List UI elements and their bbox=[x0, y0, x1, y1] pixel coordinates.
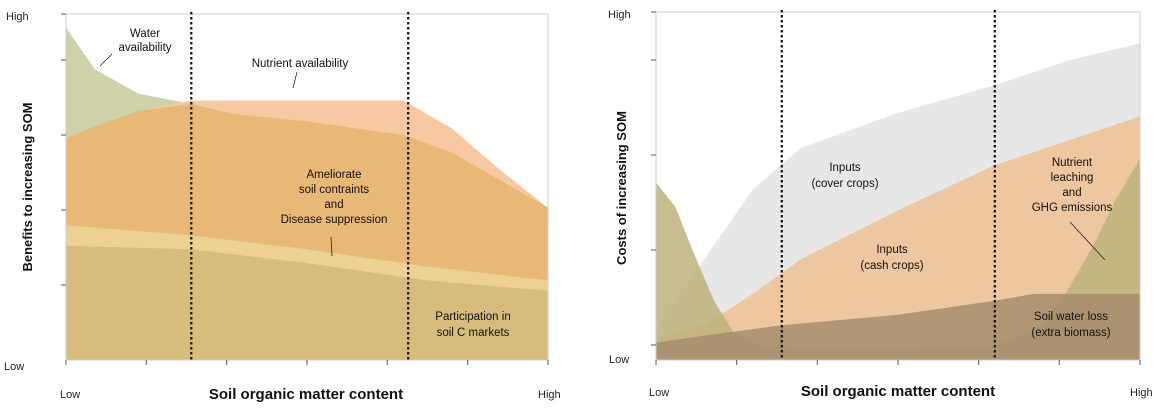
benefits-x-tick-low: Low bbox=[60, 389, 80, 401]
costs-x-tick-high: High bbox=[1130, 387, 1153, 399]
benefits-annotation-leader bbox=[292, 71, 298, 89]
benefits-annotation: Participation in bbox=[435, 311, 510, 323]
benefits-annotation: Ameliorate bbox=[307, 169, 362, 181]
benefits-y-tick-low: Low bbox=[4, 361, 24, 373]
benefits-annotation: Nutrient availability bbox=[252, 58, 349, 70]
costs-x-tick-low: Low bbox=[649, 387, 669, 399]
benefits-panel: High Low Low High Soil organic matter co… bbox=[4, 11, 561, 403]
costs-annotation: (cover crops) bbox=[811, 178, 878, 190]
benefits-x-tick-high: High bbox=[538, 389, 561, 401]
benefits-annotation-leader bbox=[330, 236, 333, 257]
benefits-annotation: availability bbox=[118, 42, 171, 54]
benefits-areas bbox=[66, 27, 548, 361]
costs-y-tick-high: High bbox=[608, 9, 631, 21]
costs-areas bbox=[656, 43, 1140, 361]
costs-annotation: (cash crops) bbox=[860, 260, 923, 272]
costs-series-area-3 bbox=[656, 293, 1140, 360]
costs-threshold-lines bbox=[780, 10, 996, 360]
benefits-annotation: soil contraints bbox=[299, 184, 370, 196]
costs-y-axis-title: Costs of increasing SOM bbox=[614, 111, 629, 265]
costs-y-tick-low: Low bbox=[609, 354, 629, 366]
costs-annotation: GHG emissions bbox=[1032, 202, 1113, 214]
benefits-annotation: Disease suppression bbox=[281, 214, 388, 226]
benefits-axes bbox=[61, 13, 549, 365]
benefits-y-tick-high: High bbox=[6, 11, 29, 23]
benefits-annotation: soil C markets bbox=[437, 327, 510, 339]
costs-annotation: Nutrient bbox=[1052, 157, 1093, 169]
benefits-annotation: Water bbox=[130, 28, 160, 40]
costs-annotation: Inputs bbox=[829, 162, 861, 174]
benefits-annotation: and bbox=[324, 199, 343, 211]
costs-annotation: leaching bbox=[1051, 172, 1094, 184]
costs-x-axis-title: Soil organic matter content bbox=[801, 383, 995, 400]
costs-panel: High Low Low High Soil organic matter co… bbox=[608, 9, 1153, 400]
benefits-y-axis-title: Benefits to increasing SOM bbox=[20, 102, 35, 271]
costs-annotation: Soil water loss bbox=[1034, 311, 1108, 323]
costs-axes bbox=[651, 11, 1141, 365]
benefits-series-area-4 bbox=[66, 245, 548, 360]
costs-annotation: and bbox=[1062, 187, 1081, 199]
benefits-threshold-lines bbox=[190, 12, 410, 360]
costs-annotation: (extra biomass) bbox=[1031, 327, 1110, 339]
costs-annotation-leader bbox=[1069, 221, 1106, 261]
benefits-annotation-leader bbox=[99, 53, 113, 67]
benefits-x-axis-title: Soil organic matter content bbox=[209, 386, 403, 403]
costs-annotation: Inputs bbox=[876, 244, 908, 256]
